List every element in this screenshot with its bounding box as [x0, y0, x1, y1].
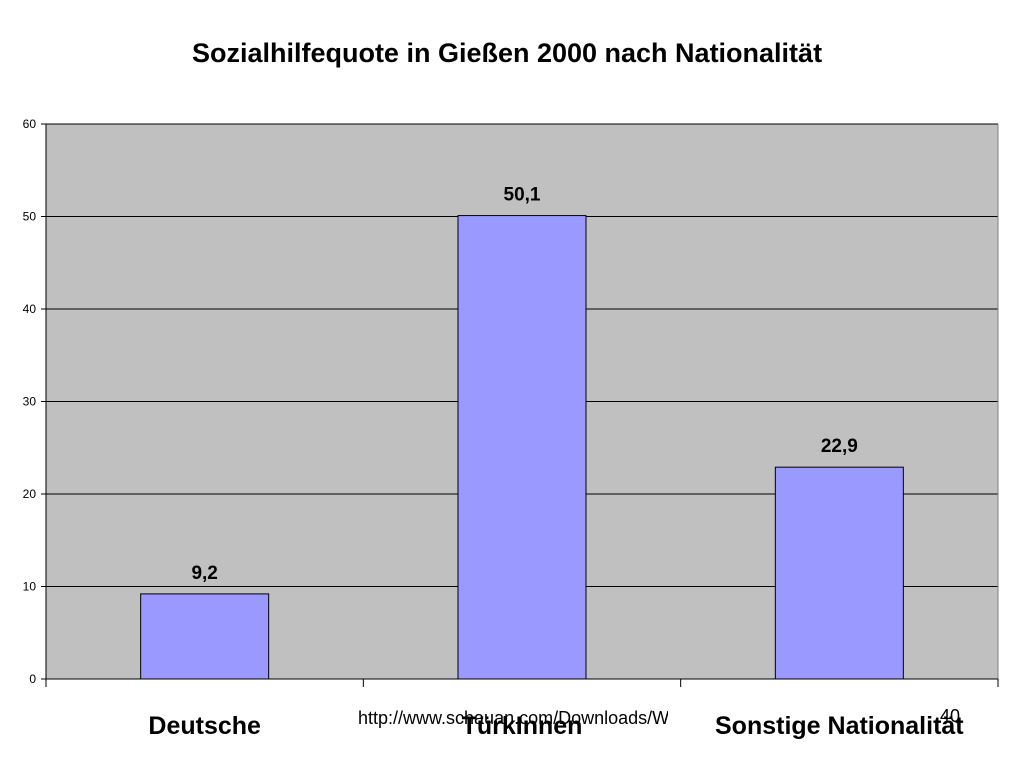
- y-tick-label: 0: [29, 672, 36, 686]
- bar-1: [457, 215, 587, 680]
- category-label-0: Deutsche: [148, 712, 261, 740]
- slide-number: 40: [939, 706, 961, 726]
- y-tick-label: 20: [23, 487, 37, 501]
- data-label-0: 9,2: [191, 563, 217, 584]
- category-label-2: Sonstige Nationalität: [715, 712, 964, 740]
- category-label-1: TürkInnen: [462, 712, 583, 740]
- y-tick-label: 40: [23, 302, 37, 316]
- y-tick-label: 30: [23, 395, 37, 409]
- y-tick-label: 10: [23, 580, 37, 594]
- bar-0: [140, 593, 270, 680]
- source-note: http://www.schauan.com/Downloads/Wissens…: [358, 708, 668, 728]
- chart-title: Sozialhilfequote in Gießen 2000 nach Nat…: [191, 38, 823, 68]
- y-tick-label: 60: [23, 117, 37, 131]
- bar-2: [774, 466, 904, 680]
- y-tick-label: 50: [23, 210, 37, 224]
- data-label-2: 22,9: [821, 436, 858, 457]
- data-label-1: 50,1: [504, 185, 541, 206]
